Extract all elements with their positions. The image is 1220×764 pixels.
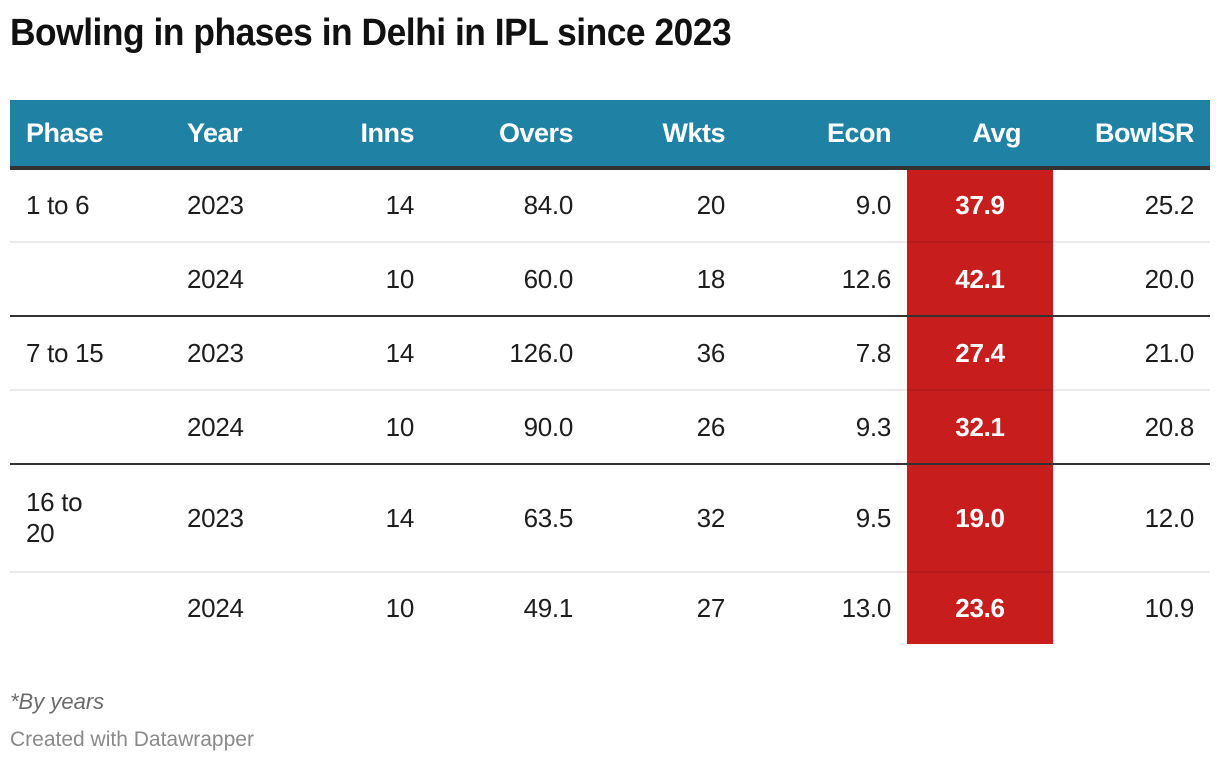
cell-avg-highlighted: 37.9: [907, 168, 1053, 243]
cell-inns: 10: [385, 593, 415, 623]
cell-overs: 126.0: [430, 316, 589, 391]
cell-avg-highlighted: 27.4: [907, 316, 1053, 391]
chart-title: Bowling in phases in Delhi in IPL since …: [10, 12, 732, 54]
cell-overs: 49.1: [523, 593, 574, 623]
table-notes: *By years: [10, 689, 105, 714]
cell-econ: 9.0: [741, 168, 907, 243]
cell-econ: 13.0: [841, 593, 892, 623]
data-table: Phase Year Inns Overs Wkts Econ Avg Bowl…: [10, 100, 1210, 644]
column-header-year[interactable]: Year: [171, 100, 304, 170]
table-row: 16 to 20 2023 14 63.5 32 9.5 19.0 12.0: [10, 464, 1210, 573]
cell-inns: 10: [304, 390, 430, 465]
cell-overs: 84.0: [430, 168, 589, 243]
cell-bowlsr: 20.0: [1053, 242, 1210, 317]
cell-wkts: 26: [589, 390, 741, 465]
cell-wkts: 32: [589, 464, 741, 573]
table-row: 2024 10 90.0 26 9.3 32.1 20.8: [10, 390, 1210, 465]
cell-phase: 16 to 20: [10, 464, 171, 573]
cell-phase: 1 to 6: [10, 168, 171, 243]
column-header-bowlsr[interactable]: BowlSR: [1053, 100, 1210, 170]
cell-phase: 7 to 15: [10, 316, 171, 391]
column-header-phase[interactable]: Phase: [10, 100, 171, 170]
table-row: 2024 10 60.0 18 12.6 42.1 20.0: [10, 242, 1210, 317]
cell-avg-highlighted: 42.1: [907, 242, 1053, 317]
cell-wkts: 18: [589, 242, 741, 317]
cell-wkts: 20: [589, 168, 741, 243]
cell-year: 2024: [171, 242, 304, 317]
cell-inns: 14: [304, 316, 430, 391]
cell-avg-highlighted: 19.0: [907, 464, 1053, 573]
cell-econ: 9.5: [741, 464, 907, 573]
column-header-wkts[interactable]: Wkts: [589, 100, 741, 170]
cell-inns: 10: [304, 242, 430, 317]
cell-phase: [10, 390, 171, 465]
column-header-overs[interactable]: Overs: [430, 100, 589, 170]
cell-year: 2023: [171, 464, 304, 573]
cell-phase: [10, 242, 171, 317]
cell-year: 2023: [171, 316, 304, 391]
cell-avg-highlighted: 32.1: [907, 390, 1053, 465]
table-row: 2024 10 49.1 27 13.0 23.6 10.9: [10, 572, 1210, 644]
cell-bowlsr: 25.2: [1053, 168, 1210, 243]
cell-avg-highlighted: 23.6: [907, 572, 1053, 644]
cell-inns: 14: [304, 168, 430, 243]
cell-overs: 63.5: [430, 464, 589, 573]
datawrapper-credit[interactable]: Created with Datawrapper: [10, 728, 254, 751]
cell-bowlsr: 20.8: [1053, 390, 1210, 465]
cell-bowlsr: 10.9: [1144, 593, 1195, 623]
cell-year: 2024: [187, 593, 244, 623]
cell-overs: 60.0: [430, 242, 589, 317]
cell-econ: 7.8: [741, 316, 907, 391]
column-header-inns[interactable]: Inns: [304, 100, 430, 170]
table-row: 7 to 15 2023 14 126.0 36 7.8 27.4 21.0: [10, 316, 1210, 391]
cell-wkts: 36: [589, 316, 741, 391]
cell-phase: [10, 572, 171, 644]
cell-wkts: 27: [696, 593, 726, 623]
column-header-avg[interactable]: Avg: [907, 100, 1053, 170]
cell-econ: 9.3: [741, 390, 907, 465]
cell-econ: 12.6: [741, 242, 907, 317]
table-row: 1 to 6 2023 14 84.0 20 9.0 37.9 25.2: [10, 168, 1210, 243]
column-header-econ[interactable]: Econ: [741, 100, 907, 170]
header-row: Phase Year Inns Overs Wkts Econ Avg Bowl…: [10, 100, 1210, 170]
data-table-container: Phase Year Inns Overs Wkts Econ Avg Bowl…: [10, 100, 1210, 644]
cell-bowlsr: 21.0: [1053, 316, 1210, 391]
cell-year: 2024: [171, 390, 304, 465]
cell-bowlsr: 12.0: [1053, 464, 1210, 573]
cell-overs: 90.0: [430, 390, 589, 465]
cell-inns: 14: [304, 464, 430, 573]
cell-year: 2023: [171, 168, 304, 243]
